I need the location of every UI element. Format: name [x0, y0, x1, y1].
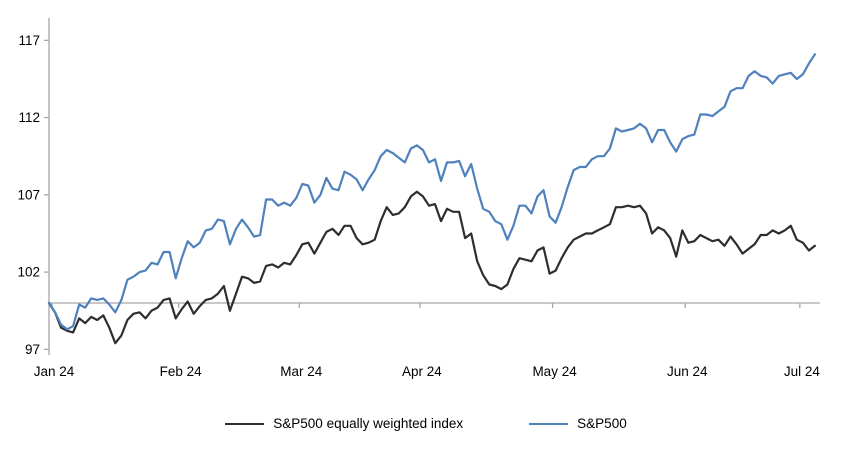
x-axis-tick-label: Jul 24 — [784, 364, 821, 379]
x-axis-tick-label: May 24 — [532, 364, 577, 379]
y-axis-tick-label: 112 — [18, 110, 40, 125]
equal-weight-series-line — [47, 190, 817, 345]
legend-label-sp500: S&P500 — [577, 416, 627, 432]
x-axis-tick-label: Jan 24 — [34, 364, 75, 379]
sp500-series-line — [47, 53, 817, 331]
x-axis-tick-label: Apr 24 — [402, 364, 442, 379]
x-axis-tick-label: Feb 24 — [160, 364, 203, 379]
y-axis-tick-label: 107 — [17, 187, 40, 202]
y-axis-tick-label: 102 — [17, 265, 40, 280]
legend-label-equal-weight: S&P500 equally weighted index — [273, 416, 464, 432]
legend-item-sp500: S&P500 — [529, 417, 627, 431]
x-axis-tick-label: Jun 24 — [667, 364, 708, 379]
equal-weight-line-swatch — [225, 423, 265, 425]
y-axis-tick-label: 117 — [18, 33, 40, 48]
y-axis-tick-label: 97 — [25, 342, 40, 357]
sp500-line-swatch — [529, 423, 569, 425]
chart-legend: S&P500 equally weighted index S&P500 — [0, 411, 852, 437]
x-axis-tick-label: Mar 24 — [280, 364, 323, 379]
legend-item-equal-weight: S&P500 equally weighted index — [225, 417, 463, 431]
